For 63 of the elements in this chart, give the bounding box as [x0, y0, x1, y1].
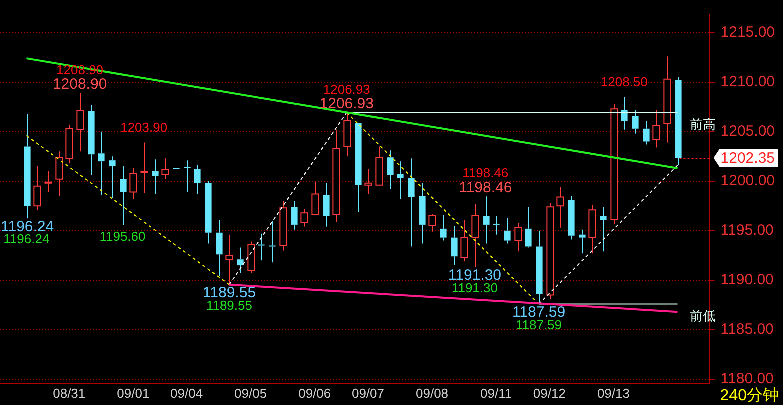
- candlestick: [600, 206, 607, 252]
- y-tick-label: 1200.00: [720, 172, 776, 190]
- candlestick: [291, 200, 298, 230]
- candlestick: [258, 233, 265, 262]
- y-tick-label: 1195.00: [720, 222, 774, 240]
- candlestick: [387, 150, 394, 190]
- annotation: 1208.90: [52, 76, 108, 93]
- x-tick-label: 09/05: [234, 386, 268, 401]
- annotation: 1203.90: [120, 120, 168, 135]
- candlestick: [120, 166, 127, 226]
- candlestick: [355, 122, 362, 213]
- candlestick: [621, 96, 628, 130]
- candlestick: [525, 206, 532, 248]
- candlestick: [568, 196, 575, 240]
- candlestick: [675, 76, 682, 166]
- candlestick: [205, 180, 212, 244]
- x-tick-label: 09/07: [352, 386, 385, 401]
- x-tick-label: 09/11: [480, 386, 512, 401]
- annotation: 1195.60: [100, 229, 146, 244]
- annotation: 1206.93: [320, 95, 374, 112]
- candlestick: [408, 158, 415, 248]
- text: 240分钟: [720, 387, 779, 404]
- candlestick: [419, 182, 426, 244]
- candlestick: [109, 156, 116, 199]
- annotation: 1208.50: [600, 74, 648, 90]
- candlestick: [397, 161, 404, 200]
- candlestick: [579, 229, 586, 254]
- candlestick: [88, 104, 95, 176]
- x-tick-label: 09/12: [533, 386, 566, 401]
- x-tick-label: 09/01: [117, 386, 150, 401]
- candlestick: [323, 182, 330, 228]
- candlestick: [216, 219, 223, 277]
- y-tick-label: 1215.00: [720, 24, 776, 41]
- candlestick: [451, 225, 458, 266]
- x-tick-label: 08/31: [53, 386, 86, 401]
- ref-line-label: 1202.35: [720, 150, 776, 168]
- candlestick: [152, 159, 159, 195]
- candlestick: [643, 120, 650, 146]
- candlestick: [632, 110, 639, 134]
- x-tick-label: 09/13: [597, 386, 630, 401]
- x-tick-label: 09/04: [170, 386, 204, 401]
- candlestick: [332, 129, 340, 222]
- candlestick: [98, 131, 105, 196]
- y-tick-label: 1205.00: [720, 123, 776, 140]
- y-tick-label: 1190.00: [720, 272, 774, 289]
- candlestick: [504, 218, 511, 244]
- candlestick: [24, 114, 31, 220]
- y-tick-label: 1180.00: [720, 370, 774, 388]
- candlestick: [536, 230, 543, 305]
- candlestick: [184, 160, 191, 193]
- annotation: 1198.46: [459, 179, 512, 196]
- candlestick: [237, 247, 244, 274]
- candlestick: [269, 220, 276, 264]
- annotation: 1206.93: [323, 82, 370, 97]
- candlestick: [483, 196, 490, 244]
- y-tick-label: 1185.00: [720, 321, 774, 338]
- candlestick: [194, 165, 201, 195]
- x-tick-label: 09/06: [298, 386, 332, 401]
- candlestick: [440, 214, 447, 242]
- x-tick-label: 09/08: [416, 386, 449, 401]
- candlestick: [493, 216, 500, 236]
- annotation: 1198.46: [462, 166, 509, 181]
- y-tick-label: 1210.00: [720, 73, 776, 90]
